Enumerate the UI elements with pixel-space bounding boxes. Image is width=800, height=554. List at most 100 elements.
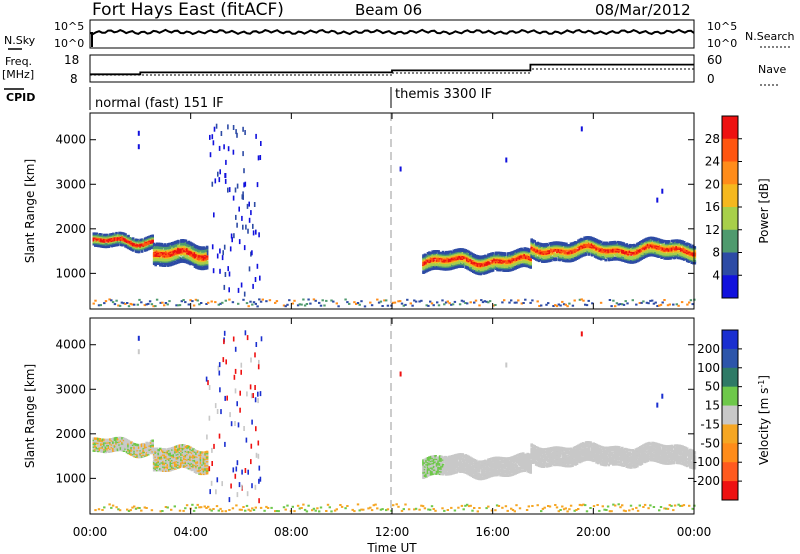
scatter-cell <box>618 255 621 259</box>
scatter-cell <box>666 250 669 254</box>
scatter-cell <box>432 250 436 253</box>
scatter-cell <box>589 247 592 250</box>
ground-cell <box>545 303 548 306</box>
scatter-cell <box>437 465 440 469</box>
scatter-cell <box>432 459 436 462</box>
scatter-cell <box>146 447 150 451</box>
scatter-cell <box>444 255 448 258</box>
scatter-cell <box>458 469 461 472</box>
scatter-cell <box>693 252 697 256</box>
scatter-cell <box>142 453 145 456</box>
scatter-cell <box>437 250 440 253</box>
scatter-cell <box>478 266 481 269</box>
scatter-cell <box>563 243 567 247</box>
scatter-cell <box>667 246 671 250</box>
scatter-cell <box>500 257 504 260</box>
scatter-cell <box>485 266 489 269</box>
sparse-cell <box>243 291 246 297</box>
scatter-cell <box>190 242 194 245</box>
scatter-cell <box>658 240 662 243</box>
scatter-cell <box>493 460 496 464</box>
scatter-cell <box>193 462 197 465</box>
scatter-cell <box>202 254 206 257</box>
scatter-cell <box>112 438 115 442</box>
scatter-cell <box>165 465 168 468</box>
scatter-cell <box>534 254 538 257</box>
scatter-cell <box>690 250 694 254</box>
scatter-cell <box>612 257 615 260</box>
scatter-cell <box>100 443 103 446</box>
scatter-cell <box>118 238 121 241</box>
scatter-cell <box>458 256 461 259</box>
scatter-cell <box>605 249 609 252</box>
scatter-cell <box>503 269 507 272</box>
scatter-cell <box>204 254 207 257</box>
scatter-cell <box>177 259 180 263</box>
ground-cell <box>531 299 534 302</box>
scatter-cell <box>628 250 632 253</box>
scatter-cell <box>178 259 182 262</box>
scatter-cell <box>530 251 533 255</box>
scatter-cell <box>587 246 591 250</box>
scatter-cell <box>122 449 126 452</box>
scatter-cell <box>204 264 207 268</box>
scatter-cell <box>202 265 206 268</box>
scatter-cell <box>110 443 114 446</box>
scatter-cell <box>460 462 463 465</box>
ground-cell <box>274 301 277 304</box>
scatter-cell <box>481 464 484 467</box>
scatter-cell <box>149 450 153 453</box>
scatter-cell <box>449 458 452 461</box>
scatter-cell <box>484 264 487 267</box>
scatter-cell <box>572 244 576 247</box>
scatter-cell <box>488 269 492 272</box>
scatter-cell <box>618 242 621 245</box>
scatter-cell <box>118 234 121 237</box>
scatter-cell <box>103 442 106 446</box>
scatter-cell <box>560 257 564 261</box>
scatter-cell <box>441 264 445 267</box>
scatter-cell <box>488 475 492 478</box>
scatter-cell <box>195 466 198 469</box>
scatter-cell <box>473 256 477 260</box>
scatter-cell <box>119 243 123 247</box>
scatter-cell <box>646 249 650 252</box>
scatter-cell <box>518 252 522 255</box>
scatter-cell <box>423 458 427 461</box>
ground-cell <box>140 301 143 304</box>
scatter-cell <box>545 244 549 247</box>
scatter-cell <box>681 251 684 254</box>
scatter-cell <box>562 259 565 262</box>
scatter-cell <box>470 460 474 463</box>
scatter-cell <box>466 259 469 262</box>
scatter-cell <box>554 244 558 247</box>
scatter-cell <box>169 450 173 453</box>
scatter-cell <box>192 247 195 250</box>
sparse-cell <box>231 237 233 243</box>
scatter-cell <box>143 446 147 449</box>
scatter-cell <box>435 266 439 269</box>
scatter-cell <box>685 259 689 263</box>
scatter-cell <box>163 448 167 451</box>
scatter-cell <box>196 466 200 469</box>
ground-cell <box>161 301 164 304</box>
scatter-cell <box>190 246 194 249</box>
scatter-cell <box>455 461 458 465</box>
scatter-cell <box>122 444 126 447</box>
scatter-cell <box>625 243 629 246</box>
scatter-cell <box>187 467 191 470</box>
scatter-cell <box>488 464 492 468</box>
scatter-cell <box>687 245 691 249</box>
scatter-cell <box>612 241 615 244</box>
scatter-cell <box>431 266 434 269</box>
scatter-cell <box>422 468 425 471</box>
ground-cell <box>649 299 652 302</box>
scatter-cell <box>187 247 191 250</box>
scatter-cell <box>149 240 153 243</box>
scatter-cell <box>143 244 147 247</box>
scatter-cell <box>162 448 165 451</box>
scatter-cell <box>113 439 117 443</box>
scatter-cell <box>481 264 484 268</box>
scatter-cell <box>160 454 164 457</box>
scatter-cell <box>434 471 437 474</box>
